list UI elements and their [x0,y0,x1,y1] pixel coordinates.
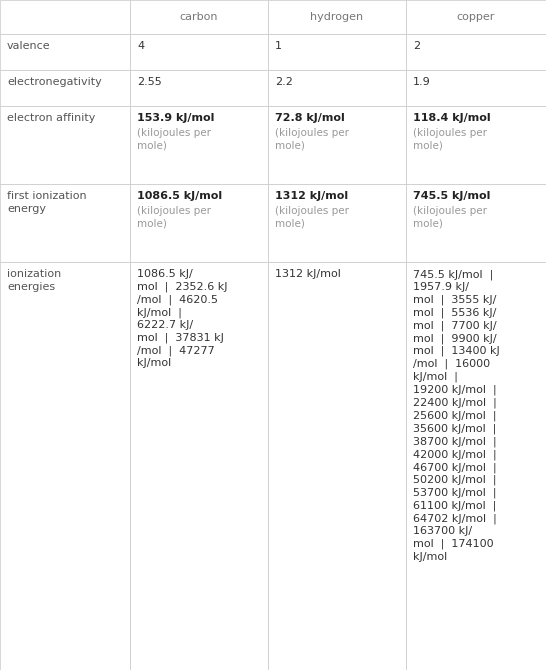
Bar [130,34,268,70]
Text: 2: 2 [413,41,420,51]
Text: 745.5 kJ/mol  |
1957.9 kJ/
mol  |  3555 kJ/
mol  |  5536 kJ/
mol  |  7700 kJ/
mo: 745.5 kJ/mol | 1957.9 kJ/ mol | 3555 kJ/… [413,269,500,562]
Bar [406,262,546,670]
Text: electronegativity: electronegativity [7,77,102,87]
Text: (kilojoules per
mole): (kilojoules per mole) [275,206,349,228]
Text: 2.2: 2.2 [275,77,293,87]
Text: (kilojoules per
mole): (kilojoules per mole) [413,206,487,228]
Text: 1: 1 [275,41,282,51]
Bar [130,106,268,184]
Bar [406,184,546,262]
Text: 153.9 kJ/mol: 153.9 kJ/mol [137,113,215,123]
Text: (kilojoules per
mole): (kilojoules per mole) [137,128,211,150]
Bar [406,70,546,106]
Bar [0,0,130,34]
Text: valence: valence [7,41,51,51]
Text: (kilojoules per
mole): (kilojoules per mole) [413,128,487,150]
Bar [268,0,406,34]
Text: carbon: carbon [180,12,218,22]
Text: 1.9: 1.9 [413,77,431,87]
Bar [130,70,268,106]
Text: 1312 kJ/mol: 1312 kJ/mol [275,269,341,279]
Text: (kilojoules per
mole): (kilojoules per mole) [275,128,349,150]
Bar [268,106,406,184]
Text: 4: 4 [137,41,144,51]
Text: electron affinity: electron affinity [7,113,96,123]
Text: 1086.5 kJ/mol: 1086.5 kJ/mol [137,191,222,201]
Bar [268,184,406,262]
Text: 118.4 kJ/mol: 118.4 kJ/mol [413,113,491,123]
Bar [130,184,268,262]
Bar [0,70,130,106]
Bar [268,34,406,70]
Bar [0,184,130,262]
Text: first ionization
energy: first ionization energy [7,191,87,214]
Text: copper: copper [457,12,495,22]
Text: 1312 kJ/mol: 1312 kJ/mol [275,191,348,201]
Bar [0,34,130,70]
Text: 2.55: 2.55 [137,77,162,87]
Bar [130,262,268,670]
Bar [130,0,268,34]
Bar [406,34,546,70]
Bar [406,0,546,34]
Text: (kilojoules per
mole): (kilojoules per mole) [137,206,211,228]
Text: hydrogen: hydrogen [311,12,364,22]
Text: 745.5 kJ/mol: 745.5 kJ/mol [413,191,490,201]
Bar [268,262,406,670]
Text: 72.8 kJ/mol: 72.8 kJ/mol [275,113,345,123]
Bar [406,106,546,184]
Bar [268,70,406,106]
Bar [0,262,130,670]
Bar [0,106,130,184]
Text: 1086.5 kJ/
mol  |  2352.6 kJ
/mol  |  4620.5
kJ/mol  |
6222.7 kJ/
mol  |  37831 : 1086.5 kJ/ mol | 2352.6 kJ /mol | 4620.5… [137,269,228,368]
Text: ionization
energies: ionization energies [7,269,61,292]
